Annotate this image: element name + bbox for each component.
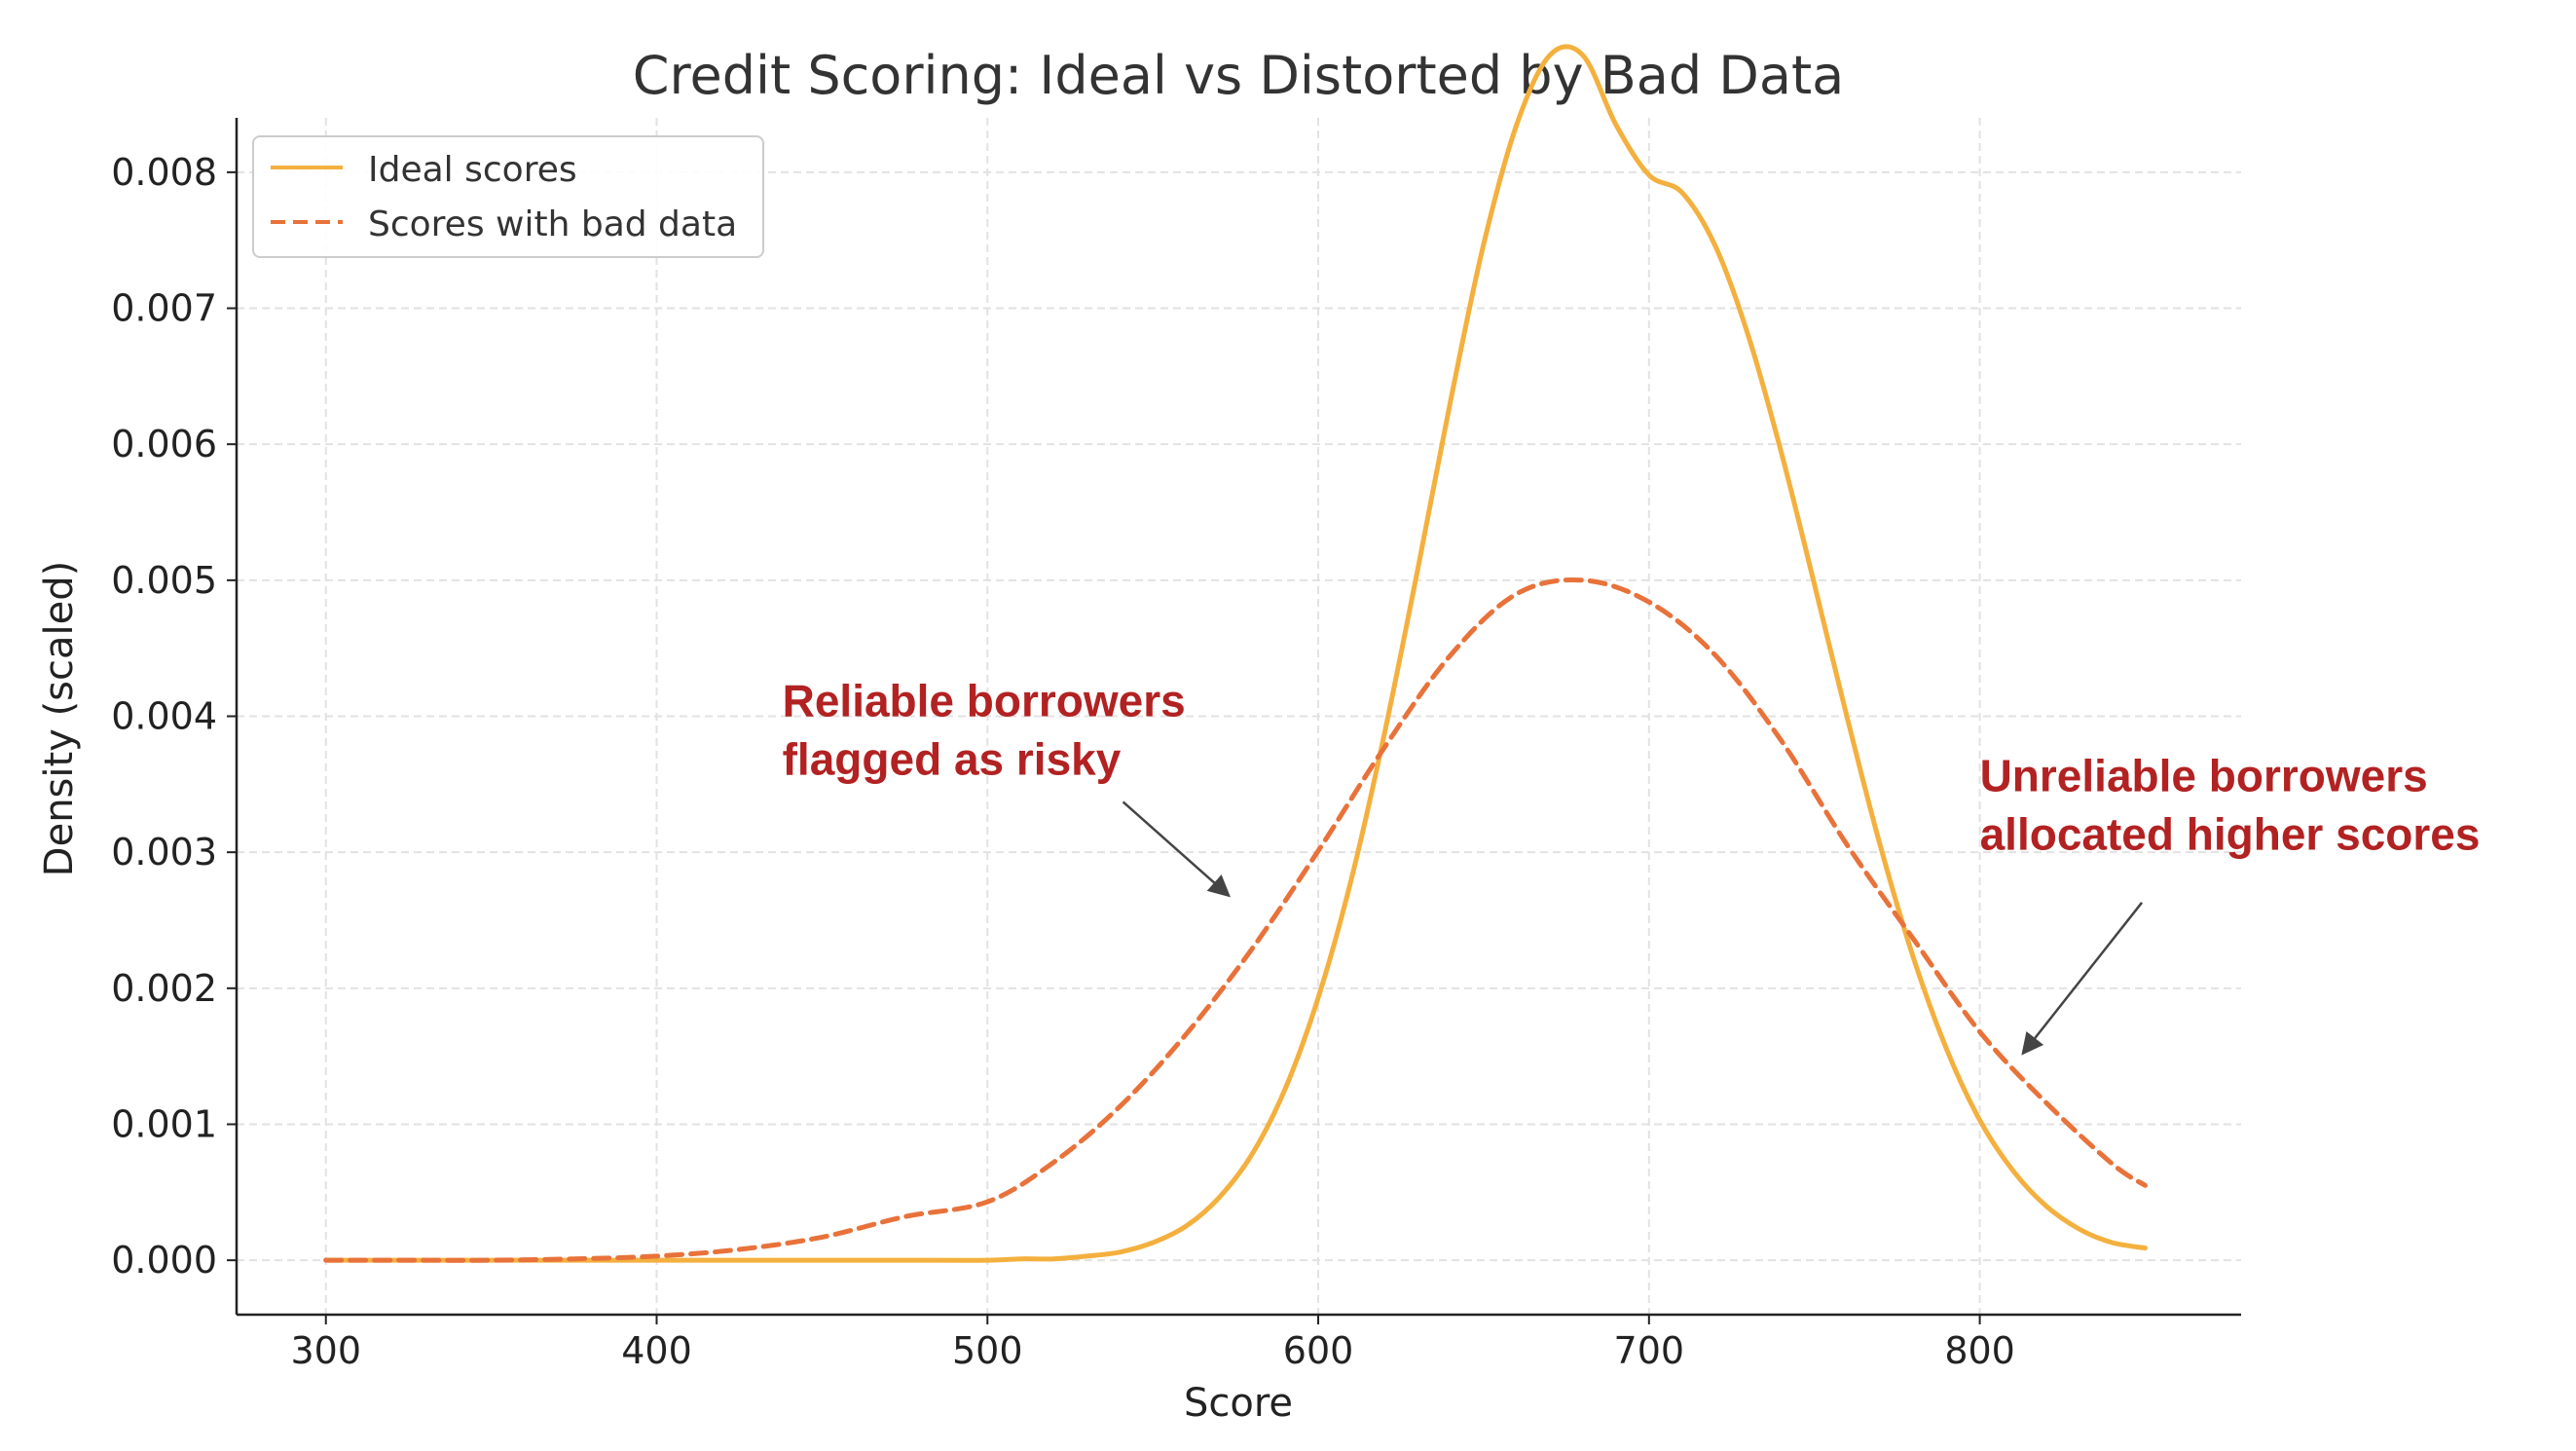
annotation-text-0: Reliable borrowers flagged as risky <box>783 676 1186 785</box>
x-tick-label: 300 <box>290 1329 361 1372</box>
x-tick-label: 800 <box>1944 1329 2015 1372</box>
x-tick-label: 600 <box>1283 1329 1354 1372</box>
x-tick-label: 500 <box>952 1329 1023 1372</box>
y-tick-label: 0.003 <box>111 831 217 874</box>
tick-labels: 300 400 500 600 700 800 0.000 0.001 0.002 0.003 0.… <box>111 151 2015 1372</box>
annotation-line: Unreliable borrowers <box>1980 750 2428 800</box>
legend-label-ideal: Ideal scores <box>368 150 577 190</box>
annotation-line: Reliable borrowers <box>783 676 1186 726</box>
annotation-line: flagged as risky <box>783 734 1122 785</box>
x-tick-label: 400 <box>621 1329 692 1372</box>
annotation-line: allocated higher scores <box>1980 808 2481 859</box>
x-axis-label: Score <box>1184 1381 1293 1426</box>
axes <box>227 118 2241 1324</box>
x-tick-label: 700 <box>1614 1329 1685 1372</box>
y-tick-label: 0.008 <box>111 151 217 194</box>
y-tick-label: 0.005 <box>111 559 217 602</box>
series-line-1 <box>323 577 2148 1263</box>
annotations: Reliable borrowers flagged as risky Unreli… <box>783 676 2481 1056</box>
legend-label-bad-data: Scores with bad data <box>368 205 737 244</box>
y-tick-label: 0.000 <box>111 1239 217 1282</box>
legend-box <box>252 135 764 258</box>
y-tick-label: 0.001 <box>111 1102 217 1145</box>
annotation-arrow-1 <box>2021 902 2144 1056</box>
y-tick-label: 0.006 <box>111 423 217 465</box>
y-tick-label: 0.002 <box>111 967 217 1010</box>
legend: Ideal scores Scores with bad data <box>252 135 764 258</box>
chart-title: Credit Scoring: Ideal vs Distorted by Ba… <box>633 45 1844 106</box>
y-axis-label: Density (scaled) <box>37 561 82 876</box>
annotation-text-1: Unreliable borrowers allocated higher sco… <box>1980 750 2481 859</box>
annotation-arrow-0 <box>1122 800 1231 898</box>
y-tick-label: 0.007 <box>111 287 217 330</box>
series-line-0 <box>323 44 2148 1263</box>
y-tick-label: 0.004 <box>111 695 217 738</box>
series-layer <box>323 44 2148 1263</box>
grid <box>237 118 2241 1315</box>
